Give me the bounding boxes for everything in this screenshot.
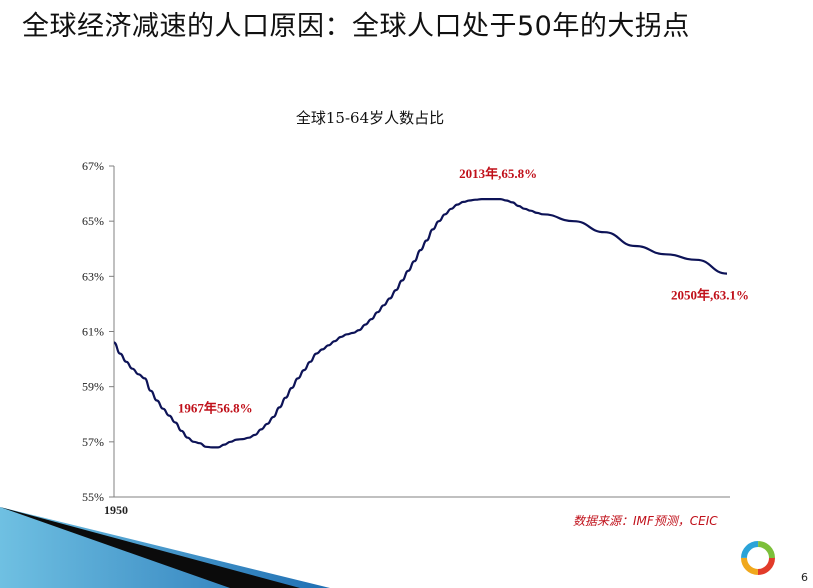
data-label-annotation: 2050年,63.1%	[671, 288, 749, 303]
y-tick-label: 57%	[82, 435, 104, 449]
page-number: 6	[801, 571, 808, 584]
y-tick-label: 63%	[82, 269, 104, 283]
y-tick-label: 55%	[82, 490, 104, 504]
y-tick-label: 59%	[82, 380, 104, 394]
y-tick-label: 65%	[82, 214, 104, 228]
source-note: 数据来源：IMF预测，CEIC	[573, 514, 718, 528]
data-label-annotation: 2013年,65.8%	[459, 166, 537, 181]
series-line	[113, 197, 728, 449]
x-tick-label: 1950	[104, 503, 128, 517]
logo-ring-icon	[741, 541, 775, 575]
slide-title: 全球经济减速的人口原因：全球人口处于50年的大拐点	[22, 11, 690, 42]
chart-title: 全球15-64岁人数占比	[295, 109, 445, 127]
data-label-annotation: 1967年56.8%	[178, 400, 253, 415]
y-tick-label: 61%	[82, 325, 104, 339]
y-tick-label: 67%	[82, 159, 104, 173]
